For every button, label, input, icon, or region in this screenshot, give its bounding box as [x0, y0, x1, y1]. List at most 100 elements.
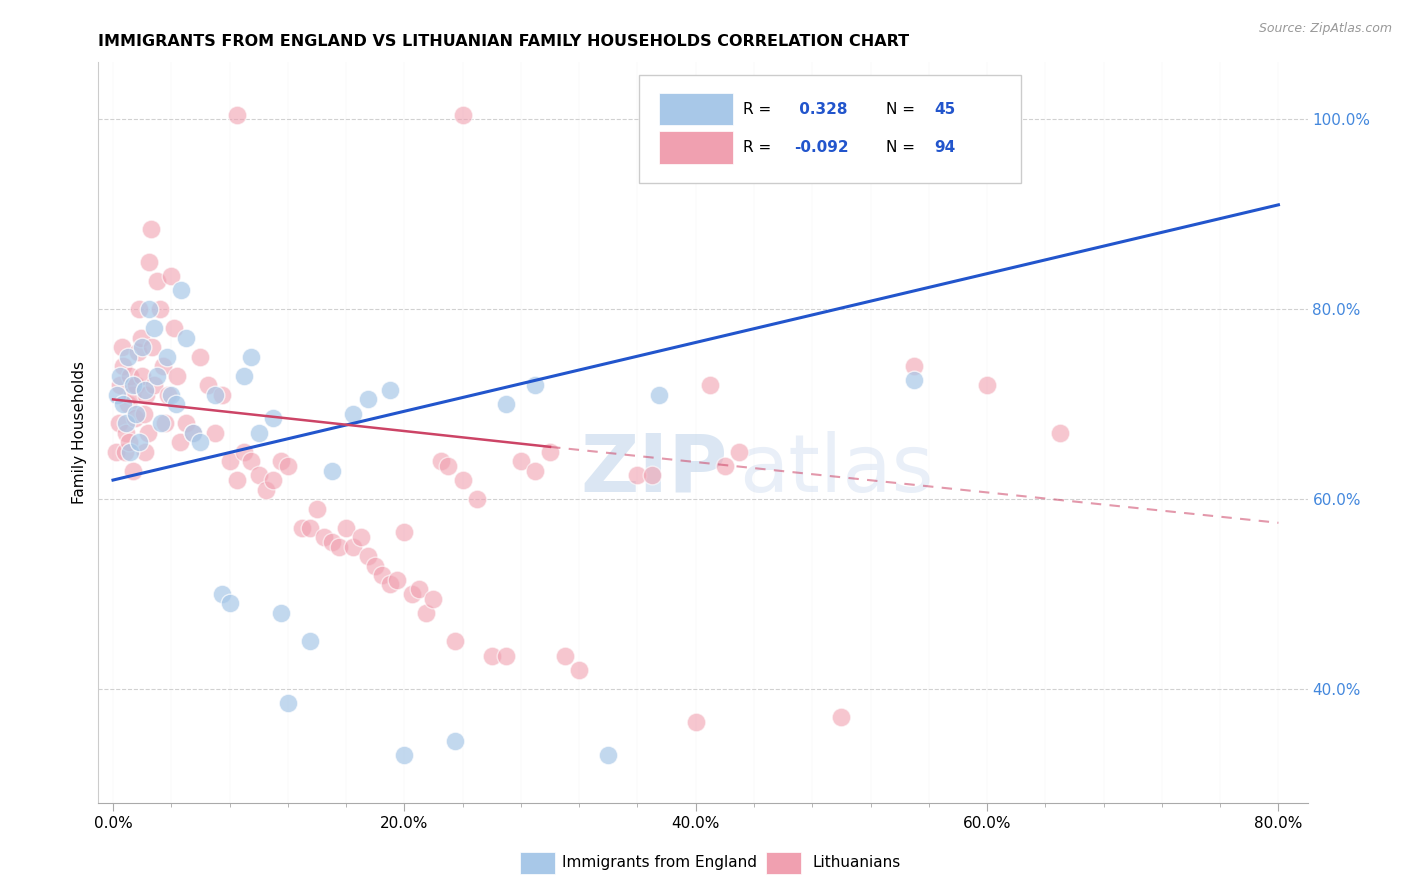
- Point: [371, 568, 394, 582]
- Y-axis label: Family Households: Family Households: [72, 361, 87, 504]
- Point: [401, 587, 423, 601]
- Point: [714, 458, 737, 473]
- Point: [157, 387, 180, 401]
- Point: [115, 416, 138, 430]
- Point: [277, 458, 299, 473]
- Point: [648, 387, 671, 401]
- Point: [145, 274, 167, 288]
- Point: [444, 634, 467, 648]
- Point: [538, 444, 561, 458]
- Point: [328, 540, 350, 554]
- Point: [305, 501, 328, 516]
- Point: [118, 435, 141, 450]
- Point: [240, 454, 263, 468]
- Point: [120, 444, 142, 458]
- Point: [437, 458, 460, 473]
- Point: [422, 591, 444, 606]
- Point: [415, 606, 437, 620]
- Point: [125, 378, 148, 392]
- Point: [104, 444, 127, 458]
- Point: [903, 359, 925, 374]
- Point: [509, 454, 531, 468]
- Point: [112, 359, 135, 374]
- Point: [758, 108, 780, 122]
- Point: [378, 383, 401, 397]
- Point: [190, 350, 212, 364]
- Point: [233, 444, 256, 458]
- Point: [110, 368, 132, 383]
- Point: [127, 345, 149, 359]
- Point: [554, 648, 576, 663]
- Point: [108, 416, 131, 430]
- Point: [641, 468, 664, 483]
- Point: [859, 108, 882, 122]
- Point: [136, 425, 159, 440]
- Point: [321, 464, 343, 478]
- Text: N =: N =: [886, 102, 920, 117]
- Point: [122, 464, 145, 478]
- Point: [128, 302, 150, 317]
- Point: [350, 530, 373, 544]
- Point: [149, 302, 172, 317]
- FancyBboxPatch shape: [659, 131, 734, 164]
- Point: [247, 468, 270, 483]
- Point: [444, 734, 467, 748]
- Point: [262, 411, 284, 425]
- Text: IMMIGRANTS FROM ENGLAND VS LITHUANIAN FAMILY HOUSEHOLDS CORRELATION CHART: IMMIGRANTS FROM ENGLAND VS LITHUANIAN FA…: [98, 34, 910, 49]
- Point: [394, 748, 416, 763]
- Text: Immigrants from England: Immigrants from England: [562, 855, 758, 870]
- Point: [364, 558, 387, 573]
- Text: Lithuanians: Lithuanians: [813, 855, 901, 870]
- Point: [408, 582, 430, 597]
- Point: [247, 425, 270, 440]
- Point: [122, 378, 145, 392]
- Point: [233, 368, 256, 383]
- Point: [204, 387, 226, 401]
- Point: [225, 473, 247, 487]
- Point: [150, 416, 173, 430]
- Point: [165, 397, 187, 411]
- Point: [568, 663, 591, 677]
- Point: [190, 435, 212, 450]
- Point: [211, 387, 233, 401]
- Point: [225, 108, 247, 122]
- FancyBboxPatch shape: [659, 93, 734, 126]
- Point: [976, 378, 998, 392]
- Point: [145, 368, 167, 383]
- Point: [298, 520, 321, 534]
- Point: [524, 378, 547, 392]
- Point: [160, 268, 183, 283]
- Point: [131, 340, 153, 354]
- Point: [277, 696, 299, 710]
- Point: [451, 108, 474, 122]
- Text: atlas: atlas: [740, 431, 934, 508]
- Point: [181, 425, 204, 440]
- Text: 0.328: 0.328: [794, 102, 848, 117]
- Point: [152, 359, 174, 374]
- Point: [728, 444, 751, 458]
- Point: [335, 520, 357, 534]
- Point: [155, 416, 177, 430]
- Text: 94: 94: [934, 140, 955, 155]
- Point: [495, 397, 517, 411]
- Point: [139, 221, 162, 235]
- Point: [342, 407, 364, 421]
- Point: [131, 368, 153, 383]
- Text: 45: 45: [934, 102, 955, 117]
- Point: [321, 534, 343, 549]
- Point: [141, 340, 163, 354]
- Point: [121, 387, 143, 401]
- Point: [524, 464, 547, 478]
- Text: R =: R =: [742, 140, 776, 155]
- Point: [134, 383, 156, 397]
- Point: [270, 454, 292, 468]
- Point: [112, 397, 135, 411]
- Point: [270, 606, 292, 620]
- Point: [240, 350, 263, 364]
- Point: [163, 321, 186, 335]
- Point: [211, 587, 233, 601]
- Point: [357, 549, 380, 563]
- Point: [298, 634, 321, 648]
- Point: [174, 331, 197, 345]
- Text: ZIP: ZIP: [579, 431, 727, 508]
